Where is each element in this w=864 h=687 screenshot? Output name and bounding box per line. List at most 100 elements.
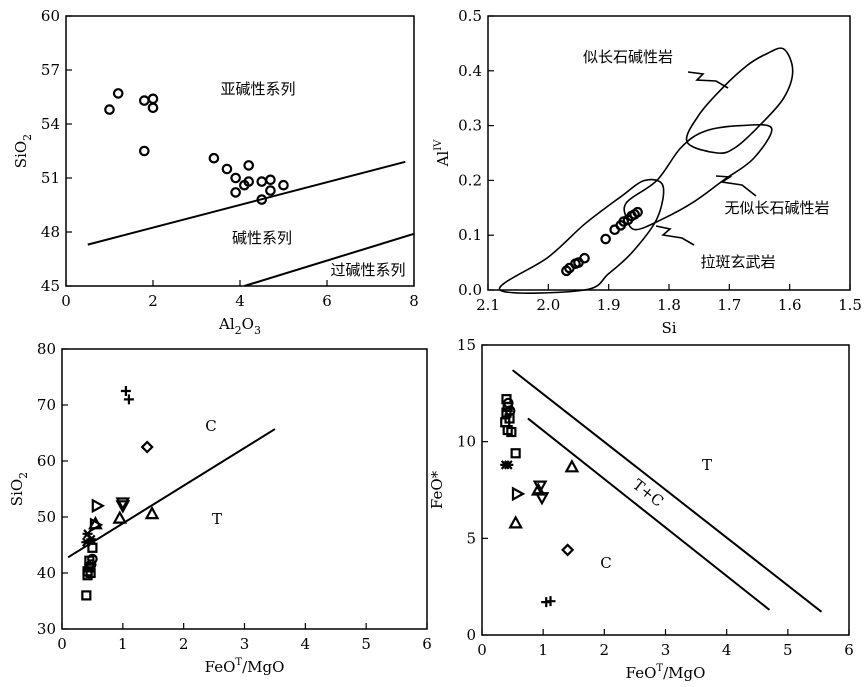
annotation-label: C: [205, 417, 216, 435]
annotation-label: 拉斑玄武岩: [700, 253, 775, 271]
x-tick-label: 1.5: [838, 296, 862, 314]
field-curve-feldspathoid-alkaline: [685, 47, 794, 155]
data-point: [139, 95, 150, 106]
data-point-diamond: [140, 440, 154, 454]
x-tick-label: 8: [409, 292, 419, 310]
data-point: [579, 252, 590, 264]
chart-panel-d: 0 1 2 3 4 5 6 0 5 10 15 FeOT/MgO FeO* T T+C C: [428, 336, 854, 682]
x-tick-label: 0: [61, 292, 71, 310]
data-point-plus: [123, 394, 134, 405]
x-tick-label: 4: [722, 641, 732, 659]
y-tick-label: 60: [41, 7, 60, 25]
data-point-tri-up: [144, 505, 160, 520]
field-curve-tholeiite: [498, 178, 665, 294]
data-point-square: [510, 448, 521, 459]
boundary-line: [87, 160, 406, 246]
annotation-label: T+C: [629, 475, 667, 510]
annotation-label: 过碱性系列: [330, 261, 405, 279]
data-point-tri-right: [91, 498, 106, 514]
leader-line: [715, 175, 757, 197]
y-tick-label: 10: [457, 433, 476, 451]
data-point: [230, 172, 241, 184]
x-tick-label: 6: [322, 292, 332, 310]
data-point: [278, 179, 289, 191]
y-tick-label: 51: [41, 169, 60, 187]
chart-panel-b: 2.1 2.0 1.9 1.8 1.7 1.6 1.5 0.0 0.1 0.2 0.3 0.4 0.5 S…: [433, 7, 862, 337]
data-point: [256, 176, 268, 187]
y-tick-label: 30: [37, 620, 56, 638]
data-point-circle: [87, 553, 98, 565]
leader-line: [687, 71, 729, 89]
data-point-plus: [545, 596, 556, 607]
data-point-tri-right: [511, 486, 526, 502]
plot-frame: [61, 348, 428, 630]
x-tick-label: 2.1: [476, 296, 500, 314]
data-point: [632, 206, 643, 218]
x-axis-label: FeOT/MgO: [626, 663, 706, 682]
y-tick-label: 45: [41, 277, 60, 295]
data-point-plus: [120, 386, 131, 396]
x-tick-label: 2: [148, 292, 158, 310]
data-point: [104, 104, 115, 115]
data-point-tri-up: [530, 482, 546, 496]
boundary-line: [511, 369, 823, 613]
data-point: [230, 187, 241, 198]
data-point-square: [87, 542, 98, 553]
x-tick-label: 2.0: [536, 296, 560, 314]
data-point-circle: [85, 559, 97, 570]
y-tick-label: 0.0: [458, 281, 482, 299]
x-axis-label: FeOT/MgO: [205, 657, 285, 676]
x-axis-label: Al2O3: [218, 315, 261, 337]
y-tick-label: 57: [41, 61, 60, 79]
annotation-label: 无似长石碱性岩: [724, 199, 829, 217]
y-tick-label: 50: [37, 508, 56, 526]
y-tick-label: 0.5: [458, 7, 482, 25]
x-tick-label: 4: [235, 292, 245, 310]
x-tick-label: 5: [783, 641, 793, 659]
boundary-line: [244, 232, 415, 287]
y-tick-label: 0.2: [458, 171, 482, 189]
y-tick-label: 0.4: [458, 62, 482, 80]
annotation-label: T: [212, 510, 222, 528]
field-curve-non-feldspathoid-alkaline: [623, 123, 773, 231]
y-tick-label: 40: [37, 564, 56, 582]
annotation-label: 似长石碱性岩: [583, 48, 673, 66]
y-tick-label: 48: [41, 223, 60, 241]
y-tick-label: 0: [466, 626, 476, 644]
data-point: [600, 233, 611, 245]
data-point: [147, 93, 159, 105]
annotation-label: C: [600, 554, 611, 572]
data-point-square: [81, 590, 92, 601]
x-tick-label: 3: [240, 635, 250, 653]
x-tick-label: 5: [361, 635, 371, 653]
y-tick-label: 60: [37, 452, 56, 470]
x-tick-label: 1.8: [657, 296, 681, 314]
y-axis-label: SiO2: [12, 134, 34, 168]
x-tick-label: 6: [844, 641, 854, 659]
x-tick-label: 1.6: [778, 296, 802, 314]
y-tick-label: 70: [37, 396, 56, 414]
data-point: [112, 88, 124, 99]
data-point: [265, 185, 276, 196]
data-point-square: [506, 426, 517, 438]
boundary-line: [67, 428, 276, 559]
x-tick-label: 4: [301, 635, 311, 653]
data-point: [147, 102, 159, 114]
x-tick-label: 2: [600, 641, 610, 659]
y-tick-label: 0.1: [458, 226, 482, 244]
data-point-tri-down: [115, 497, 131, 511]
annotation-label: T: [702, 456, 712, 474]
x-tick-label: 1.7: [717, 296, 741, 314]
x-tick-label: 3: [661, 641, 671, 659]
y-tick-label: 15: [457, 336, 476, 354]
data-point-diamond: [561, 543, 575, 557]
x-tick-label: 2: [179, 635, 189, 653]
boundary-line: [527, 417, 771, 611]
data-point-star: [503, 460, 514, 470]
data-point: [256, 194, 268, 205]
x-axis-label: Si: [661, 319, 676, 337]
data-point: [221, 163, 233, 175]
y-tick-label: 0.3: [458, 117, 482, 135]
y-axis-label: FeO*: [428, 470, 446, 509]
data-point-tri-up: [112, 510, 128, 524]
